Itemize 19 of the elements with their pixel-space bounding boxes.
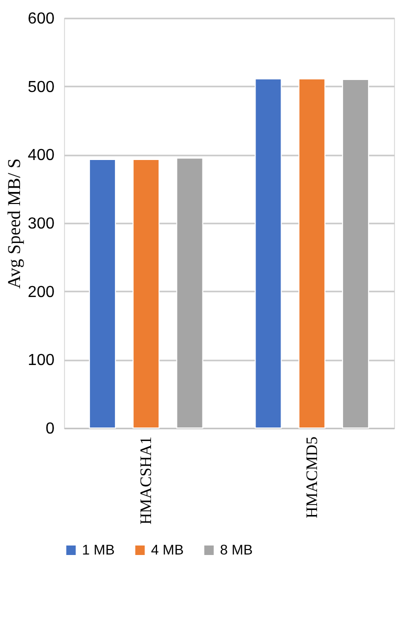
y-tick-label: 300 (28, 216, 55, 232)
y-tick-label: 400 (28, 147, 55, 164)
y-tick-label: 600 (28, 10, 55, 28)
y-tick-label: 0 (46, 420, 55, 438)
y-tick-label: 500 (28, 78, 55, 96)
bar (132, 158, 160, 428)
bar (176, 158, 204, 428)
bar (342, 79, 370, 428)
legend-label: 8 MB (220, 541, 253, 558)
y-tick-label: 200 (28, 284, 55, 301)
y-tick-label: 100 (28, 352, 55, 370)
bar (254, 78, 282, 428)
legend-label: 1 MB (82, 541, 115, 558)
bar (88, 158, 116, 428)
y-axis-title: Avg Speed MB/ S (4, 158, 24, 289)
legend-label: 4 MB (151, 541, 184, 558)
x-tick-label: HMACMD5 (304, 436, 321, 518)
x-tick-label: HMACSHA1 (138, 436, 156, 525)
bar (298, 78, 326, 428)
